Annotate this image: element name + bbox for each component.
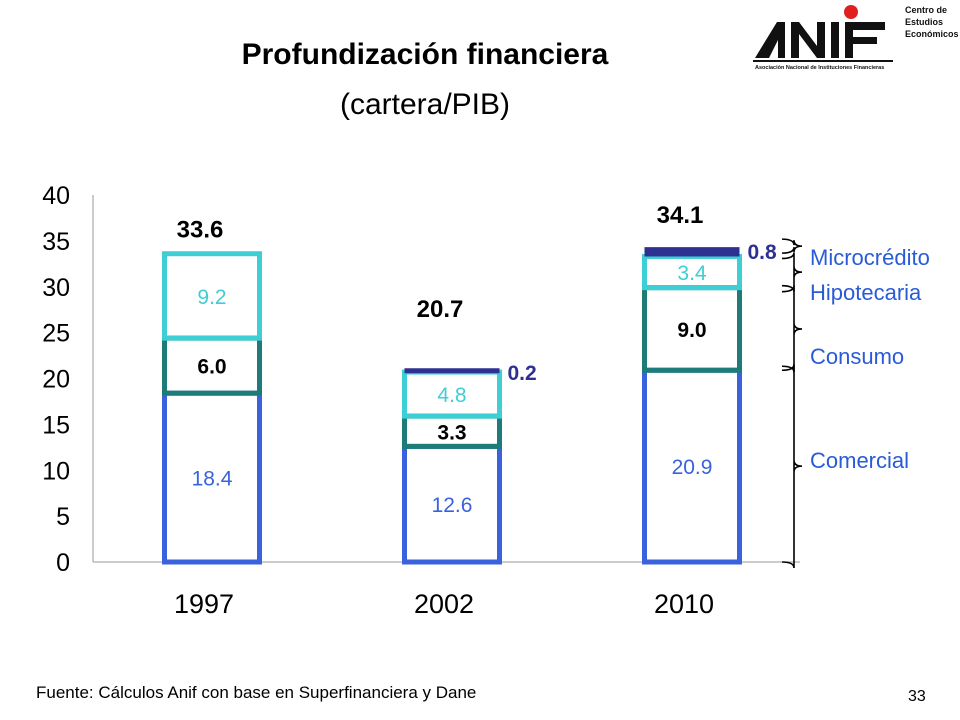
y-tick-label: 0 [56, 549, 70, 577]
source-note: Fuente: Cálculos Anif con base en Superf… [36, 683, 477, 702]
segment-value-label: 3.4 [677, 262, 707, 285]
bar-segment-microcredito [644, 247, 740, 257]
logo-dot-icon [844, 5, 858, 19]
logo-side-line-2: Estudios [905, 17, 943, 27]
bar-segment-hipotecaria [162, 251, 262, 341]
legend-label: Comercial [810, 448, 909, 473]
total-labels: 33.6 20.7 34.1 [177, 202, 704, 323]
y-tick-label: 15 [42, 411, 70, 439]
total-label: 20.7 [417, 296, 464, 323]
stacked-bar-chart: 0 5 10 15 20 25 30 35 40 18.4 6.0 9.2 12.6 3.3 4.8 0.2… [42, 182, 930, 619]
logo-side-line-1: Centro de [905, 5, 947, 15]
y-tick-label: 20 [42, 366, 70, 394]
brace-microcredito [781, 238, 803, 254]
brace-consumo [781, 285, 803, 373]
y-tick-label: 30 [42, 274, 70, 302]
x-axis-labels: 1997 2002 2010 [174, 589, 714, 619]
segment-value-label: 0.2 [508, 362, 537, 385]
y-axis-ticks: 0 5 10 15 20 25 30 35 40 [42, 182, 70, 577]
segment-value-label: 20.9 [672, 456, 713, 479]
x-tick-label: 1997 [174, 589, 234, 619]
y-tick-label: 25 [42, 320, 70, 348]
legend-braces [781, 238, 803, 569]
brace-comercial [781, 364, 803, 569]
legend-label: Consumo [810, 344, 904, 369]
bars [162, 247, 742, 565]
segment-value-label: 12.6 [432, 494, 473, 517]
legend-label: Microcrédito [810, 245, 930, 270]
segment-value-label: 18.4 [192, 468, 233, 491]
segment-labels: 18.4 6.0 9.2 12.6 3.3 4.8 0.2 20.9 9.0 3.4 0.8 [192, 241, 777, 517]
page-title: Profundización financiera [241, 38, 609, 71]
logo-side-line-3: Económicos [905, 29, 959, 39]
segment-value-label: 9.2 [197, 286, 226, 309]
page-subtitle: (cartera/PIB) [339, 88, 511, 121]
segment-value-label: 3.3 [437, 421, 466, 444]
segment-value-label: 6.0 [197, 356, 226, 379]
segment-value-label: 0.8 [748, 241, 778, 264]
segment-value-label: 9.0 [677, 319, 706, 342]
page-number: 33 [908, 688, 926, 705]
brace-hipotecaria [781, 252, 803, 292]
y-tick-label: 5 [56, 503, 70, 531]
legend-label: Hipotecaria [810, 280, 922, 305]
x-tick-label: 2010 [654, 589, 714, 619]
x-tick-label: 2002 [414, 589, 474, 619]
y-tick-label: 35 [42, 228, 70, 256]
y-tick-label: 10 [42, 457, 70, 485]
legend: Microcrédito Hipotecaria Consumo Comercial [810, 245, 930, 473]
logo-tagline: Asociación Nacional de Instituciones Fin… [755, 65, 884, 71]
segment-value-label: 4.8 [437, 384, 466, 407]
anif-logo: Asociación Nacional de Instituciones Fin… [753, 5, 959, 71]
bar-segment-microcredito [404, 368, 500, 374]
total-label: 34.1 [657, 202, 704, 229]
y-tick-label: 40 [42, 182, 70, 210]
total-label: 33.6 [177, 217, 224, 244]
